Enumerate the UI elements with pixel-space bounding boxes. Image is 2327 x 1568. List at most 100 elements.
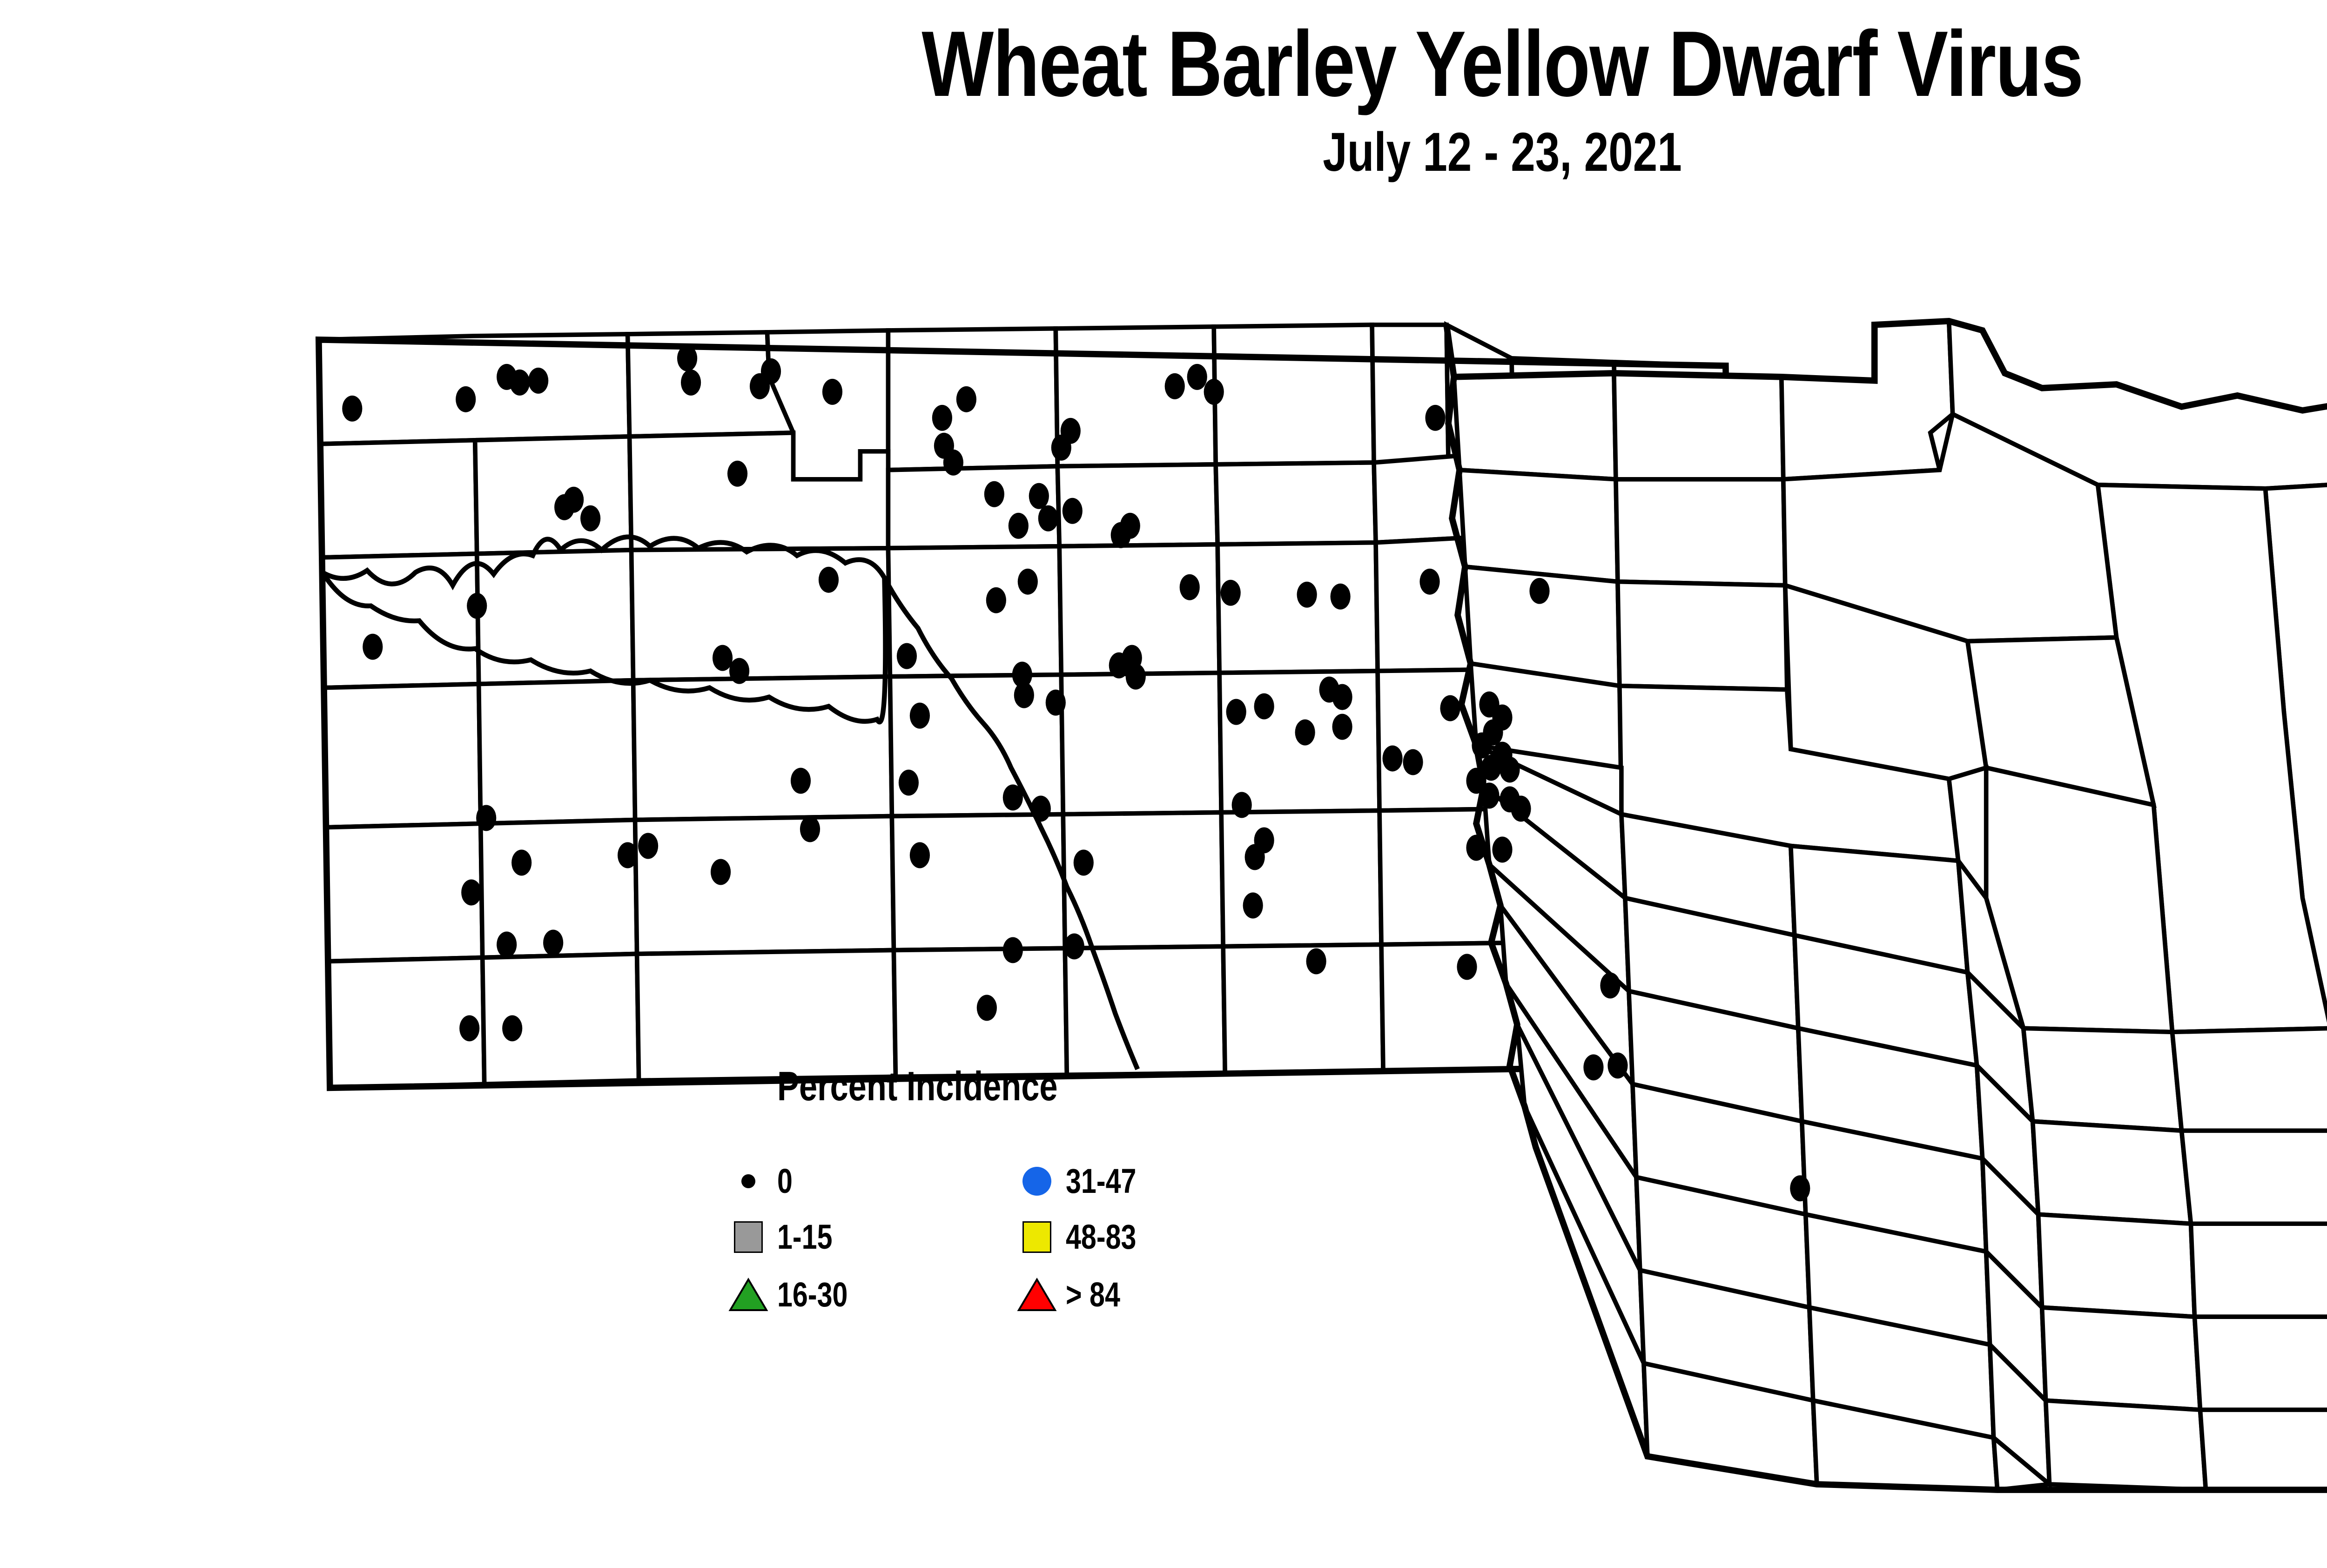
sample-point[interactable] [502,1015,523,1042]
sample-point[interactable] [476,805,497,831]
sample-point[interactable] [1244,844,1265,870]
sample-point[interactable] [543,929,564,956]
sample-point[interactable] [511,849,532,876]
sample-point[interactable] [1073,849,1094,876]
sample-point[interactable] [1179,574,1200,600]
sample-point[interactable] [1164,373,1185,399]
sample-point[interactable] [1064,933,1084,960]
sample-point[interactable] [459,1015,480,1042]
sample-point[interactable] [1012,661,1032,688]
sample-point[interactable] [1332,713,1352,740]
sample-point[interactable] [528,367,549,394]
minnesota-counties [1451,318,2327,1493]
sample-point[interactable] [1600,972,1621,999]
legend: Percent Incidence 0 1-15 16-30 31-47 48-83 > … [726,1066,1387,1317]
sample-point[interactable] [1017,568,1038,595]
sample-point[interactable] [1440,695,1460,721]
sample-point[interactable] [1220,579,1241,606]
sample-point[interactable] [1425,404,1446,431]
sample-point[interactable] [1030,795,1051,822]
sample-point[interactable] [1481,754,1501,781]
sample-point[interactable] [1472,732,1492,759]
sample-point[interactable] [1607,1052,1628,1079]
sample-point[interactable] [1125,663,1146,690]
sample-point[interactable] [1479,782,1500,809]
sample-point[interactable] [729,658,750,684]
sample-point[interactable] [898,769,919,796]
sample-point[interactable] [1295,719,1315,746]
sample-point[interactable] [932,404,952,431]
sample-point[interactable] [943,449,963,476]
legend-item: 1-15 [726,1215,846,1259]
sample-point[interactable] [822,378,843,405]
sample-point[interactable] [677,345,698,371]
sample-point[interactable] [1382,745,1403,772]
sample-point[interactable] [1332,684,1352,710]
sample-point[interactable] [1120,512,1140,539]
sample-point[interactable] [712,645,733,671]
sample-point[interactable] [1002,937,1023,963]
sample-point[interactable] [1500,756,1520,783]
sample-point[interactable] [727,460,748,487]
sample-point[interactable] [1243,892,1263,919]
sample-point[interactable] [1254,693,1274,720]
sample-point[interactable] [800,816,821,842]
legend-dot-icon [741,1174,755,1188]
sample-point[interactable] [618,842,638,868]
sample-point[interactable] [467,592,487,619]
sample-point[interactable] [564,486,584,513]
sample-point[interactable] [986,587,1006,613]
sample-point[interactable] [1029,483,1049,509]
sample-point[interactable] [1297,581,1317,608]
legend-item-label: > 84 [1066,1275,1120,1314]
sample-point[interactable] [1419,568,1440,595]
sample-point[interactable] [1466,767,1486,794]
sample-point[interactable] [1306,948,1326,975]
legend-item-label: 1-15 [777,1218,833,1256]
sample-point[interactable] [638,833,659,859]
sample-point[interactable] [497,931,517,958]
sample-point[interactable] [1457,954,1477,980]
sample-point[interactable] [984,481,1004,507]
sample-point[interactable] [680,369,701,396]
sample-point[interactable] [1187,363,1207,390]
survey-map[interactable] [0,154,2327,1568]
sample-point[interactable] [510,369,530,396]
legend-item: 48-83 [1015,1215,1154,1259]
sample-point[interactable] [1014,682,1034,708]
sample-point[interactable] [1790,1175,1810,1202]
sample-point[interactable] [342,395,363,422]
sample-point[interactable] [710,859,731,885]
sample-point[interactable] [896,643,917,669]
sample-point[interactable] [909,842,930,868]
sample-point[interactable] [956,386,976,412]
sample-point[interactable] [1204,378,1224,405]
page-title: Wheat Barley Yellow Dwarf Virus [921,12,2084,116]
sample-point[interactable] [1226,699,1246,725]
sample-point-layer[interactable] [342,345,1810,1202]
sample-point[interactable] [818,566,839,593]
sample-point[interactable] [1231,792,1252,818]
sample-point[interactable] [909,702,930,729]
sample-point[interactable] [976,995,997,1021]
sample-point[interactable] [580,505,601,532]
sample-point[interactable] [1511,795,1531,822]
sample-point[interactable] [1002,784,1023,811]
sample-point[interactable] [1060,417,1081,444]
sample-point[interactable] [1008,512,1029,539]
sample-point[interactable] [1038,505,1058,532]
sample-point[interactable] [749,373,770,399]
sample-point[interactable] [456,386,476,412]
sample-point[interactable] [1062,498,1083,524]
sample-point[interactable] [1330,583,1351,610]
sample-point[interactable] [1403,749,1423,775]
sample-point[interactable] [1529,578,1550,604]
sample-point[interactable] [1466,834,1486,861]
sample-point[interactable] [1583,1054,1604,1081]
sample-point[interactable] [1492,836,1513,863]
sample-point[interactable] [790,767,811,794]
sample-point[interactable] [461,879,482,906]
sample-point[interactable] [1045,689,1066,716]
legend-item-label: 0 [777,1162,793,1200]
sample-point[interactable] [363,633,383,660]
